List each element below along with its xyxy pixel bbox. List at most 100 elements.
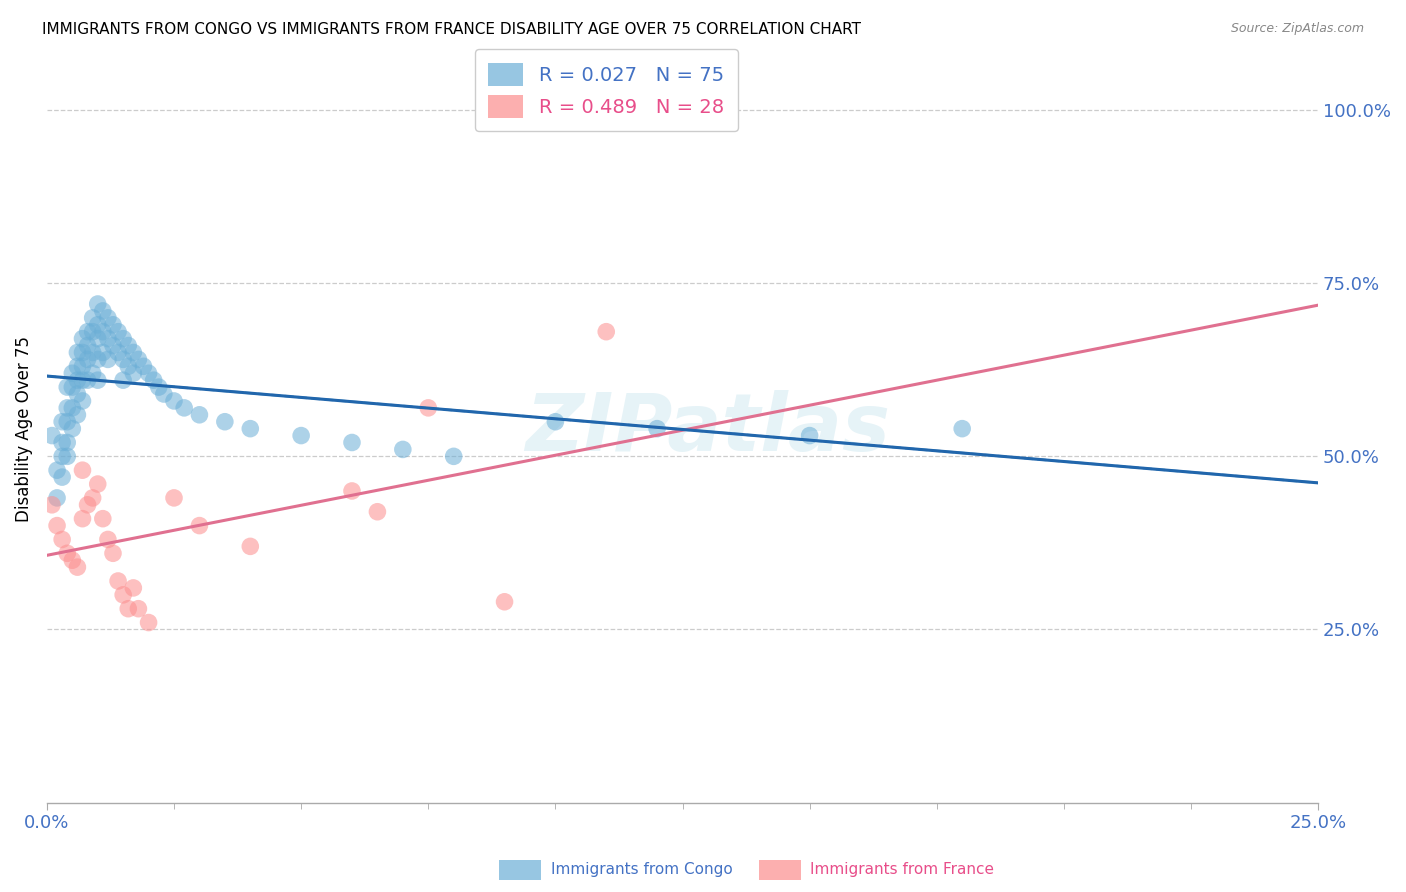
Point: [56, 450, 79, 464]
Text: Immigrants from Congo: Immigrants from Congo: [551, 863, 733, 877]
Point: [112, 373, 135, 387]
Point: [122, 345, 145, 359]
Point: [91, 304, 114, 318]
Point: [97, 310, 120, 325]
Point: [56, 546, 79, 560]
Point: [72, 332, 94, 346]
Point: [56, 415, 79, 429]
Point: [82, 325, 104, 339]
Point: [76, 338, 98, 352]
Point: [188, 408, 211, 422]
Point: [163, 393, 186, 408]
Point: [60, 553, 83, 567]
Point: [60, 380, 83, 394]
Point: [76, 352, 98, 367]
Point: [87, 373, 110, 387]
Point: [645, 422, 668, 436]
Point: [392, 442, 415, 457]
Point: [82, 491, 104, 505]
Point: [66, 345, 89, 359]
Point: [132, 359, 155, 374]
Point: [101, 318, 124, 332]
Point: [799, 428, 821, 442]
Point: [51, 450, 73, 464]
Point: [117, 601, 139, 615]
Point: [107, 345, 129, 359]
Point: [188, 518, 211, 533]
Point: [72, 373, 94, 387]
Text: IMMIGRANTS FROM CONGO VS IMMIGRANTS FROM FRANCE DISABILITY AGE OVER 75 CORRELATI: IMMIGRANTS FROM CONGO VS IMMIGRANTS FROM…: [42, 22, 862, 37]
Point: [87, 477, 110, 491]
Text: Source: ZipAtlas.com: Source: ZipAtlas.com: [1230, 22, 1364, 36]
Point: [66, 408, 89, 422]
Point: [544, 415, 567, 429]
Point: [56, 380, 79, 394]
Point: [66, 560, 89, 574]
Text: ZIPatlas: ZIPatlas: [526, 390, 890, 467]
Point: [46, 491, 69, 505]
Point: [127, 601, 149, 615]
Point: [66, 359, 89, 374]
Point: [56, 401, 79, 415]
Point: [595, 325, 617, 339]
Point: [66, 387, 89, 401]
Point: [87, 318, 110, 332]
Point: [72, 463, 94, 477]
Point: [87, 332, 110, 346]
Point: [163, 491, 186, 505]
Point: [340, 483, 363, 498]
Point: [76, 498, 98, 512]
Point: [112, 352, 135, 367]
Point: [122, 366, 145, 380]
Point: [239, 540, 262, 554]
Point: [290, 428, 312, 442]
Point: [97, 332, 120, 346]
Point: [138, 615, 160, 630]
Point: [91, 345, 114, 359]
Point: [41, 498, 63, 512]
Point: [66, 373, 89, 387]
Point: [82, 310, 104, 325]
Point: [82, 366, 104, 380]
Point: [51, 415, 73, 429]
Point: [76, 325, 98, 339]
Point: [107, 574, 129, 588]
Point: [87, 297, 110, 311]
Point: [112, 588, 135, 602]
Point: [138, 366, 160, 380]
Point: [51, 435, 73, 450]
Y-axis label: Disability Age Over 75: Disability Age Over 75: [15, 335, 32, 522]
Point: [443, 450, 465, 464]
Point: [214, 415, 236, 429]
Point: [107, 325, 129, 339]
Point: [366, 505, 388, 519]
Point: [950, 422, 973, 436]
Point: [340, 435, 363, 450]
Point: [418, 401, 440, 415]
Point: [117, 359, 139, 374]
Point: [101, 338, 124, 352]
Point: [173, 401, 195, 415]
Point: [239, 422, 262, 436]
Point: [56, 435, 79, 450]
Point: [142, 373, 165, 387]
Point: [51, 470, 73, 484]
Point: [117, 338, 139, 352]
Point: [72, 359, 94, 374]
Point: [72, 393, 94, 408]
Point: [494, 595, 516, 609]
Point: [76, 373, 98, 387]
Point: [46, 463, 69, 477]
Point: [97, 533, 120, 547]
Point: [87, 352, 110, 367]
Point: [122, 581, 145, 595]
Point: [72, 511, 94, 525]
Point: [112, 332, 135, 346]
Point: [60, 366, 83, 380]
Point: [91, 511, 114, 525]
Point: [72, 345, 94, 359]
Point: [101, 546, 124, 560]
Point: [127, 352, 149, 367]
Legend: R = 0.027   N = 75, R = 0.489   N = 28: R = 0.027 N = 75, R = 0.489 N = 28: [475, 49, 738, 131]
Point: [97, 352, 120, 367]
